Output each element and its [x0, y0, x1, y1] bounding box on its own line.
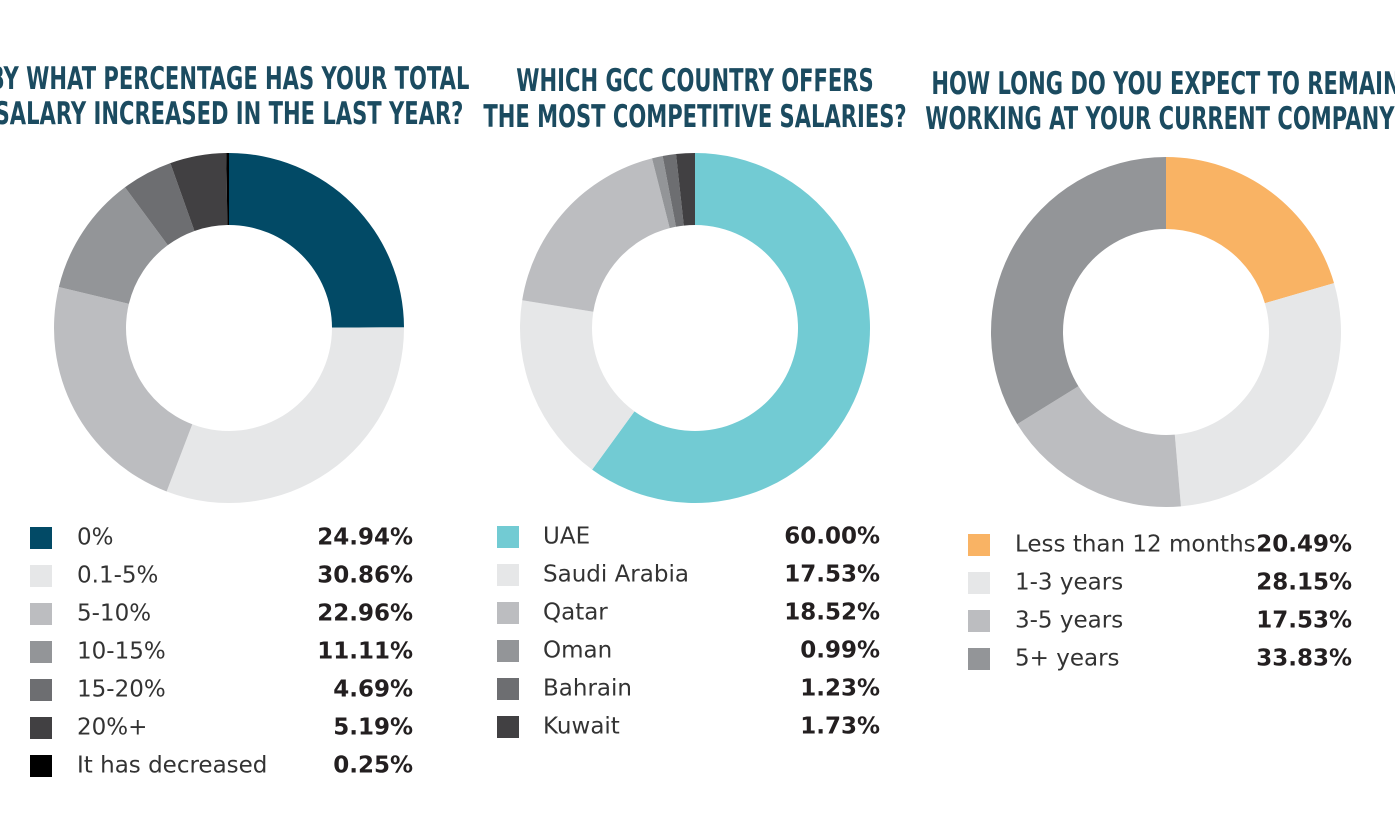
value-label: 0.99% [800, 638, 880, 664]
legend-label: 10-15% [77, 639, 166, 665]
value-label: 1.23% [800, 676, 880, 702]
legend-label: 3-5 years [1015, 608, 1123, 634]
value-label: 28.15% [1256, 570, 1352, 596]
donut-slice [54, 287, 193, 492]
legend-swatch [968, 572, 990, 594]
title-line-group: WORKING AT YOUR CURRENT COMPANY? [925, 101, 1395, 137]
legend-swatch [30, 565, 52, 587]
legend-swatch [30, 717, 52, 739]
value-label: 18.52% [784, 600, 880, 626]
donut-slice [522, 158, 670, 312]
legend-label: 0% [77, 525, 114, 551]
donut-slice [662, 154, 684, 227]
legend-label: 1-3 years [1015, 570, 1123, 596]
donut-slice [652, 156, 676, 229]
title-line-group: THE MOST COMPETITIVE SALARIES? [483, 99, 906, 135]
donut-slice [1174, 283, 1341, 507]
legend-swatch [497, 526, 519, 548]
value-label: 4.69% [333, 677, 413, 703]
chart-title: WORKING AT YOUR CURRENT COMPANY? [925, 101, 1395, 137]
value-label: 20.49% [1256, 532, 1352, 558]
value-label: 60.00% [784, 524, 880, 550]
value-label: 5.19% [333, 715, 413, 741]
legend-label: 5-10% [77, 601, 151, 627]
value-label: 1.73% [800, 714, 880, 740]
chart-title: BY WHAT PERCENTAGE HAS YOUR TOTAL [0, 61, 469, 97]
title-line-group: BY WHAT PERCENTAGE HAS YOUR TOTAL [0, 61, 469, 97]
chart-title: HOW LONG DO YOU EXPECT TO REMAIN [931, 66, 1395, 102]
chart-title: WHICH GCC COUNTRY OFFERS [516, 63, 873, 99]
donut-slice [124, 163, 195, 246]
legend-swatch [30, 603, 52, 625]
donut-slice [58, 187, 168, 304]
legend-label: It has decreased [77, 753, 267, 779]
value-label: 0.25% [333, 753, 413, 779]
donut-slice [226, 153, 229, 226]
donut-slice [519, 300, 635, 470]
legend-label: 0.1-5% [77, 563, 158, 589]
donut-slice [1166, 157, 1335, 304]
donut-slice [229, 153, 404, 328]
value-label: 11.11% [317, 639, 413, 665]
legend-swatch [497, 602, 519, 624]
title-line-group: SALARY INCREASED IN THE LAST YEAR? [0, 96, 463, 132]
legend-label: Less than 12 months [1015, 532, 1256, 558]
title-line-group: HOW LONG DO YOU EXPECT TO REMAIN [931, 66, 1395, 102]
legend-swatch [968, 610, 990, 632]
legend-label: 15-20% [77, 677, 166, 703]
legend-label: UAE [543, 524, 590, 550]
legend-swatch [497, 564, 519, 586]
legend-label: 5+ years [1015, 646, 1120, 672]
donut-slice [676, 153, 695, 226]
legend-swatch [30, 641, 52, 663]
legend-label: Saudi Arabia [543, 562, 689, 588]
legend-swatch [968, 648, 990, 670]
legend-swatch [497, 678, 519, 700]
donut-slice [1017, 386, 1181, 508]
legend-swatch [30, 527, 52, 549]
donut-slice [991, 157, 1166, 425]
value-label: 30.86% [317, 563, 413, 589]
donut-slice [170, 153, 228, 231]
legend-swatch [30, 755, 52, 777]
legend-label: 20%+ [77, 715, 147, 741]
legend-swatch [497, 640, 519, 662]
legend-label: Qatar [543, 600, 608, 626]
value-label: 17.53% [784, 562, 880, 588]
legend-swatch [968, 534, 990, 556]
donut-slice [166, 327, 404, 503]
title-line-group: WHICH GCC COUNTRY OFFERS [516, 63, 873, 99]
chart-title: THE MOST COMPETITIVE SALARIES? [483, 99, 906, 135]
legend-label: Bahrain [543, 676, 632, 702]
value-label: 24.94% [317, 525, 413, 551]
legend-label: Kuwait [543, 714, 620, 740]
value-label: 33.83% [1256, 646, 1352, 672]
legend-label: Oman [543, 638, 612, 664]
value-label: 22.96% [317, 601, 413, 627]
legend-swatch [30, 679, 52, 701]
legend-swatch [497, 716, 519, 738]
donut-slice [592, 153, 871, 504]
value-label: 17.53% [1256, 608, 1352, 634]
chart-title: SALARY INCREASED IN THE LAST YEAR? [0, 96, 463, 132]
